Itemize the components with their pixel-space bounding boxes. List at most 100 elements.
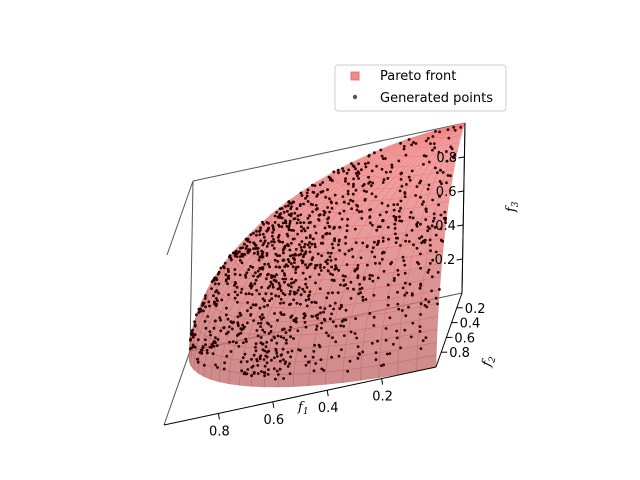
generated-point bbox=[324, 195, 328, 199]
generated-point bbox=[399, 244, 402, 247]
generated-point bbox=[331, 273, 335, 277]
generated-point bbox=[284, 221, 288, 225]
z-tick bbox=[456, 258, 463, 261]
generated-point bbox=[399, 206, 402, 210]
generated-point bbox=[304, 363, 308, 367]
surface-patch bbox=[292, 373, 310, 387]
generated-point bbox=[320, 254, 323, 257]
generated-point bbox=[412, 141, 415, 144]
generated-point bbox=[258, 274, 261, 277]
generated-point bbox=[285, 224, 289, 228]
generated-point bbox=[300, 240, 304, 243]
generated-point bbox=[306, 361, 310, 364]
generated-point bbox=[306, 243, 310, 247]
generated-point bbox=[394, 241, 398, 245]
generated-point bbox=[346, 287, 349, 290]
generated-point bbox=[369, 208, 373, 211]
generated-point bbox=[321, 190, 325, 193]
generated-point bbox=[192, 345, 195, 349]
generated-point bbox=[289, 290, 292, 293]
generated-point bbox=[210, 287, 213, 290]
generated-point bbox=[328, 317, 332, 321]
generated-point bbox=[325, 296, 329, 300]
generated-point bbox=[249, 233, 253, 237]
generated-point bbox=[405, 233, 409, 237]
generated-point bbox=[265, 254, 269, 257]
generated-point bbox=[245, 360, 249, 363]
generated-point bbox=[331, 336, 334, 340]
generated-point bbox=[346, 217, 349, 221]
generated-point bbox=[397, 159, 401, 163]
generated-point bbox=[235, 341, 238, 345]
generated-point bbox=[427, 300, 431, 304]
generated-point bbox=[440, 182, 443, 186]
generated-point bbox=[282, 313, 286, 316]
generated-point bbox=[254, 345, 257, 349]
generated-point bbox=[248, 240, 252, 244]
generated-point bbox=[336, 291, 340, 295]
generated-point bbox=[326, 206, 329, 209]
generated-point bbox=[252, 319, 256, 322]
generated-point bbox=[331, 291, 334, 295]
generated-point bbox=[424, 207, 428, 211]
generated-point bbox=[193, 320, 197, 324]
generated-point bbox=[426, 137, 430, 140]
generated-point bbox=[258, 306, 262, 310]
generated-point bbox=[238, 255, 242, 258]
generated-point bbox=[384, 170, 388, 174]
generated-point bbox=[236, 321, 240, 325]
generated-point bbox=[292, 337, 295, 340]
generated-point bbox=[371, 274, 374, 277]
generated-point bbox=[338, 249, 341, 252]
generated-point bbox=[308, 250, 312, 254]
generated-point bbox=[450, 147, 454, 151]
generated-point bbox=[296, 232, 299, 236]
generated-point bbox=[288, 362, 291, 365]
generated-point bbox=[215, 302, 218, 306]
generated-point bbox=[274, 265, 278, 269]
generated-point bbox=[261, 342, 265, 346]
generated-point bbox=[306, 188, 310, 192]
generated-point bbox=[338, 226, 342, 229]
generated-point bbox=[327, 334, 330, 338]
generated-point bbox=[261, 328, 265, 332]
generated-point bbox=[202, 301, 206, 305]
generated-point bbox=[326, 217, 329, 221]
generated-point bbox=[429, 142, 432, 146]
generated-point bbox=[223, 361, 227, 365]
generated-point bbox=[260, 286, 263, 289]
generated-point bbox=[382, 363, 385, 367]
generated-point bbox=[303, 242, 307, 246]
generated-point bbox=[261, 255, 265, 258]
generated-point bbox=[354, 317, 357, 320]
generated-point bbox=[235, 286, 239, 289]
generated-point bbox=[277, 239, 281, 243]
generated-point bbox=[316, 252, 320, 256]
generated-point bbox=[444, 221, 447, 225]
generated-point bbox=[290, 205, 293, 209]
generated-point bbox=[259, 336, 263, 339]
generated-point bbox=[310, 300, 314, 304]
generated-point bbox=[415, 246, 419, 250]
generated-point bbox=[311, 183, 314, 187]
generated-point bbox=[403, 271, 407, 275]
generated-point bbox=[382, 269, 386, 273]
generated-point bbox=[289, 335, 292, 339]
generated-point bbox=[249, 282, 253, 285]
generated-point bbox=[271, 285, 275, 289]
generated-point bbox=[238, 273, 242, 277]
generated-point bbox=[459, 125, 463, 129]
generated-point bbox=[356, 266, 359, 270]
generated-point bbox=[378, 262, 382, 265]
generated-point bbox=[290, 314, 294, 318]
generated-point bbox=[272, 367, 276, 370]
generated-point bbox=[196, 357, 199, 361]
generated-point bbox=[356, 276, 360, 280]
generated-point bbox=[453, 128, 457, 132]
generated-point bbox=[318, 183, 322, 187]
generated-point bbox=[313, 343, 316, 347]
generated-point bbox=[212, 278, 216, 282]
generated-point bbox=[323, 319, 327, 322]
generated-point bbox=[255, 229, 258, 233]
